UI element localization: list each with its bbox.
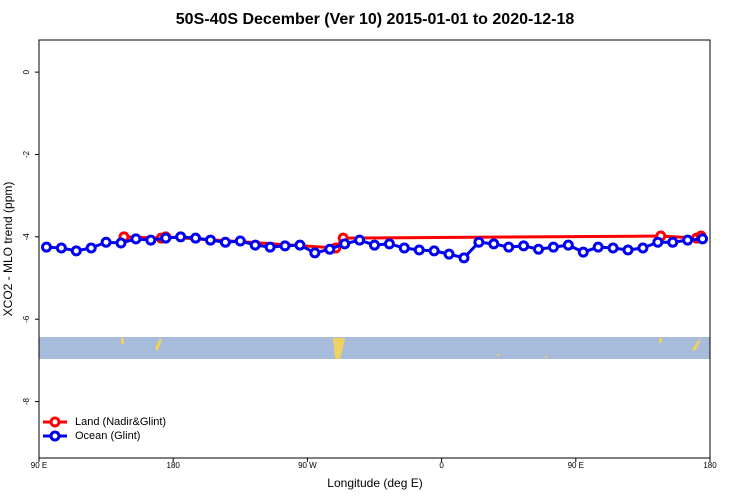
point (533, 243, 545, 255)
point (458, 252, 470, 264)
point (354, 234, 366, 246)
point (413, 244, 425, 256)
point (488, 238, 500, 250)
point (607, 242, 619, 254)
point (85, 242, 97, 254)
y-tick-label: -8 (22, 397, 31, 405)
point (562, 239, 574, 251)
point (145, 234, 157, 246)
point (279, 240, 291, 252)
point (592, 241, 604, 253)
y-tick-label: 0 (22, 69, 31, 74)
x-tick-label: 0 (439, 461, 444, 470)
point (398, 242, 410, 254)
point (70, 245, 82, 257)
point (667, 236, 679, 248)
point (130, 233, 142, 245)
point (55, 242, 67, 254)
y-tick-label: -4 (22, 233, 31, 241)
point (324, 243, 336, 255)
point (637, 242, 649, 254)
x-tick-label: 90 E (31, 461, 47, 470)
point (473, 236, 485, 248)
point (682, 234, 694, 246)
point (652, 236, 664, 248)
x-tick-label: 180 (167, 461, 181, 470)
point (383, 238, 395, 250)
point (160, 232, 172, 244)
point (503, 241, 515, 253)
x-tick-label: 180 (703, 461, 717, 470)
point (115, 237, 127, 249)
point (428, 245, 440, 257)
point (234, 235, 246, 247)
point (577, 246, 589, 258)
point (264, 241, 276, 253)
point (697, 233, 709, 245)
point (369, 239, 380, 251)
plot-frame (38, 39, 711, 459)
x-axis-label: Longitude (deg E) (327, 476, 422, 490)
point (622, 244, 634, 256)
point (190, 232, 202, 244)
map-strip (39, 337, 710, 359)
y-tick-label: -6 (22, 315, 31, 323)
point (219, 236, 231, 248)
legend-marker (49, 416, 61, 428)
y-axis-label: XCO2 - MLO trend (ppm) (1, 182, 15, 317)
point (294, 239, 306, 251)
point (175, 231, 187, 243)
point (100, 236, 112, 248)
x-tick-label: 90 E (568, 461, 584, 470)
legend-marker (49, 430, 61, 442)
x-tick-label: 90 W (298, 461, 317, 470)
y-tick-label: -2 (22, 150, 31, 158)
legend-label: Ocean (Glint) (75, 430, 140, 442)
point (40, 241, 52, 253)
point (204, 234, 216, 246)
chart-title: 50S-40S December (Ver 10) 2015-01-01 to … (176, 11, 575, 28)
legend-label: Land (Nadir&Glint) (75, 416, 166, 428)
point (443, 248, 455, 260)
point (518, 240, 530, 252)
point (547, 241, 559, 253)
point (249, 239, 261, 251)
point (309, 247, 321, 259)
point (339, 238, 351, 250)
